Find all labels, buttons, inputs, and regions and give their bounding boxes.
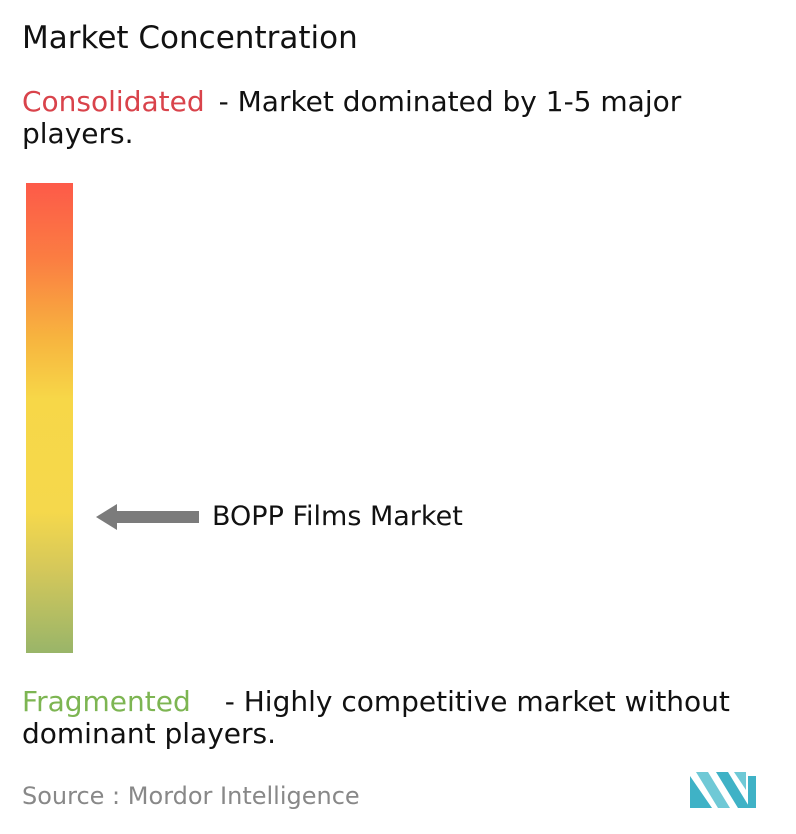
left-arrow-icon [96,504,199,530]
fragmented-label: Fragmented [22,685,191,718]
consolidated-label: Consolidated [22,85,205,118]
page-title: Market Concentration [22,20,358,56]
fragmented-text: - Highly competitive market without domi… [22,685,730,750]
source-label: Source : [22,782,121,810]
fragmented-description: Fragmented - Highly competitive market wi… [22,686,792,750]
market-label: BOPP Films Market [212,501,463,532]
consolidated-text: - Market dominated by 1-5 major players. [22,85,682,150]
source-attribution: Source : Mordor Intelligence [22,780,360,812]
mordor-intelligence-logo-icon [690,772,756,808]
market-position-marker: BOPP Films Market [95,500,495,534]
consolidated-description: Consolidated - Market dominated by 1-5 ma… [22,86,792,150]
concentration-scale-bar [26,183,73,653]
source-name: Mordor Intelligence [127,782,360,810]
